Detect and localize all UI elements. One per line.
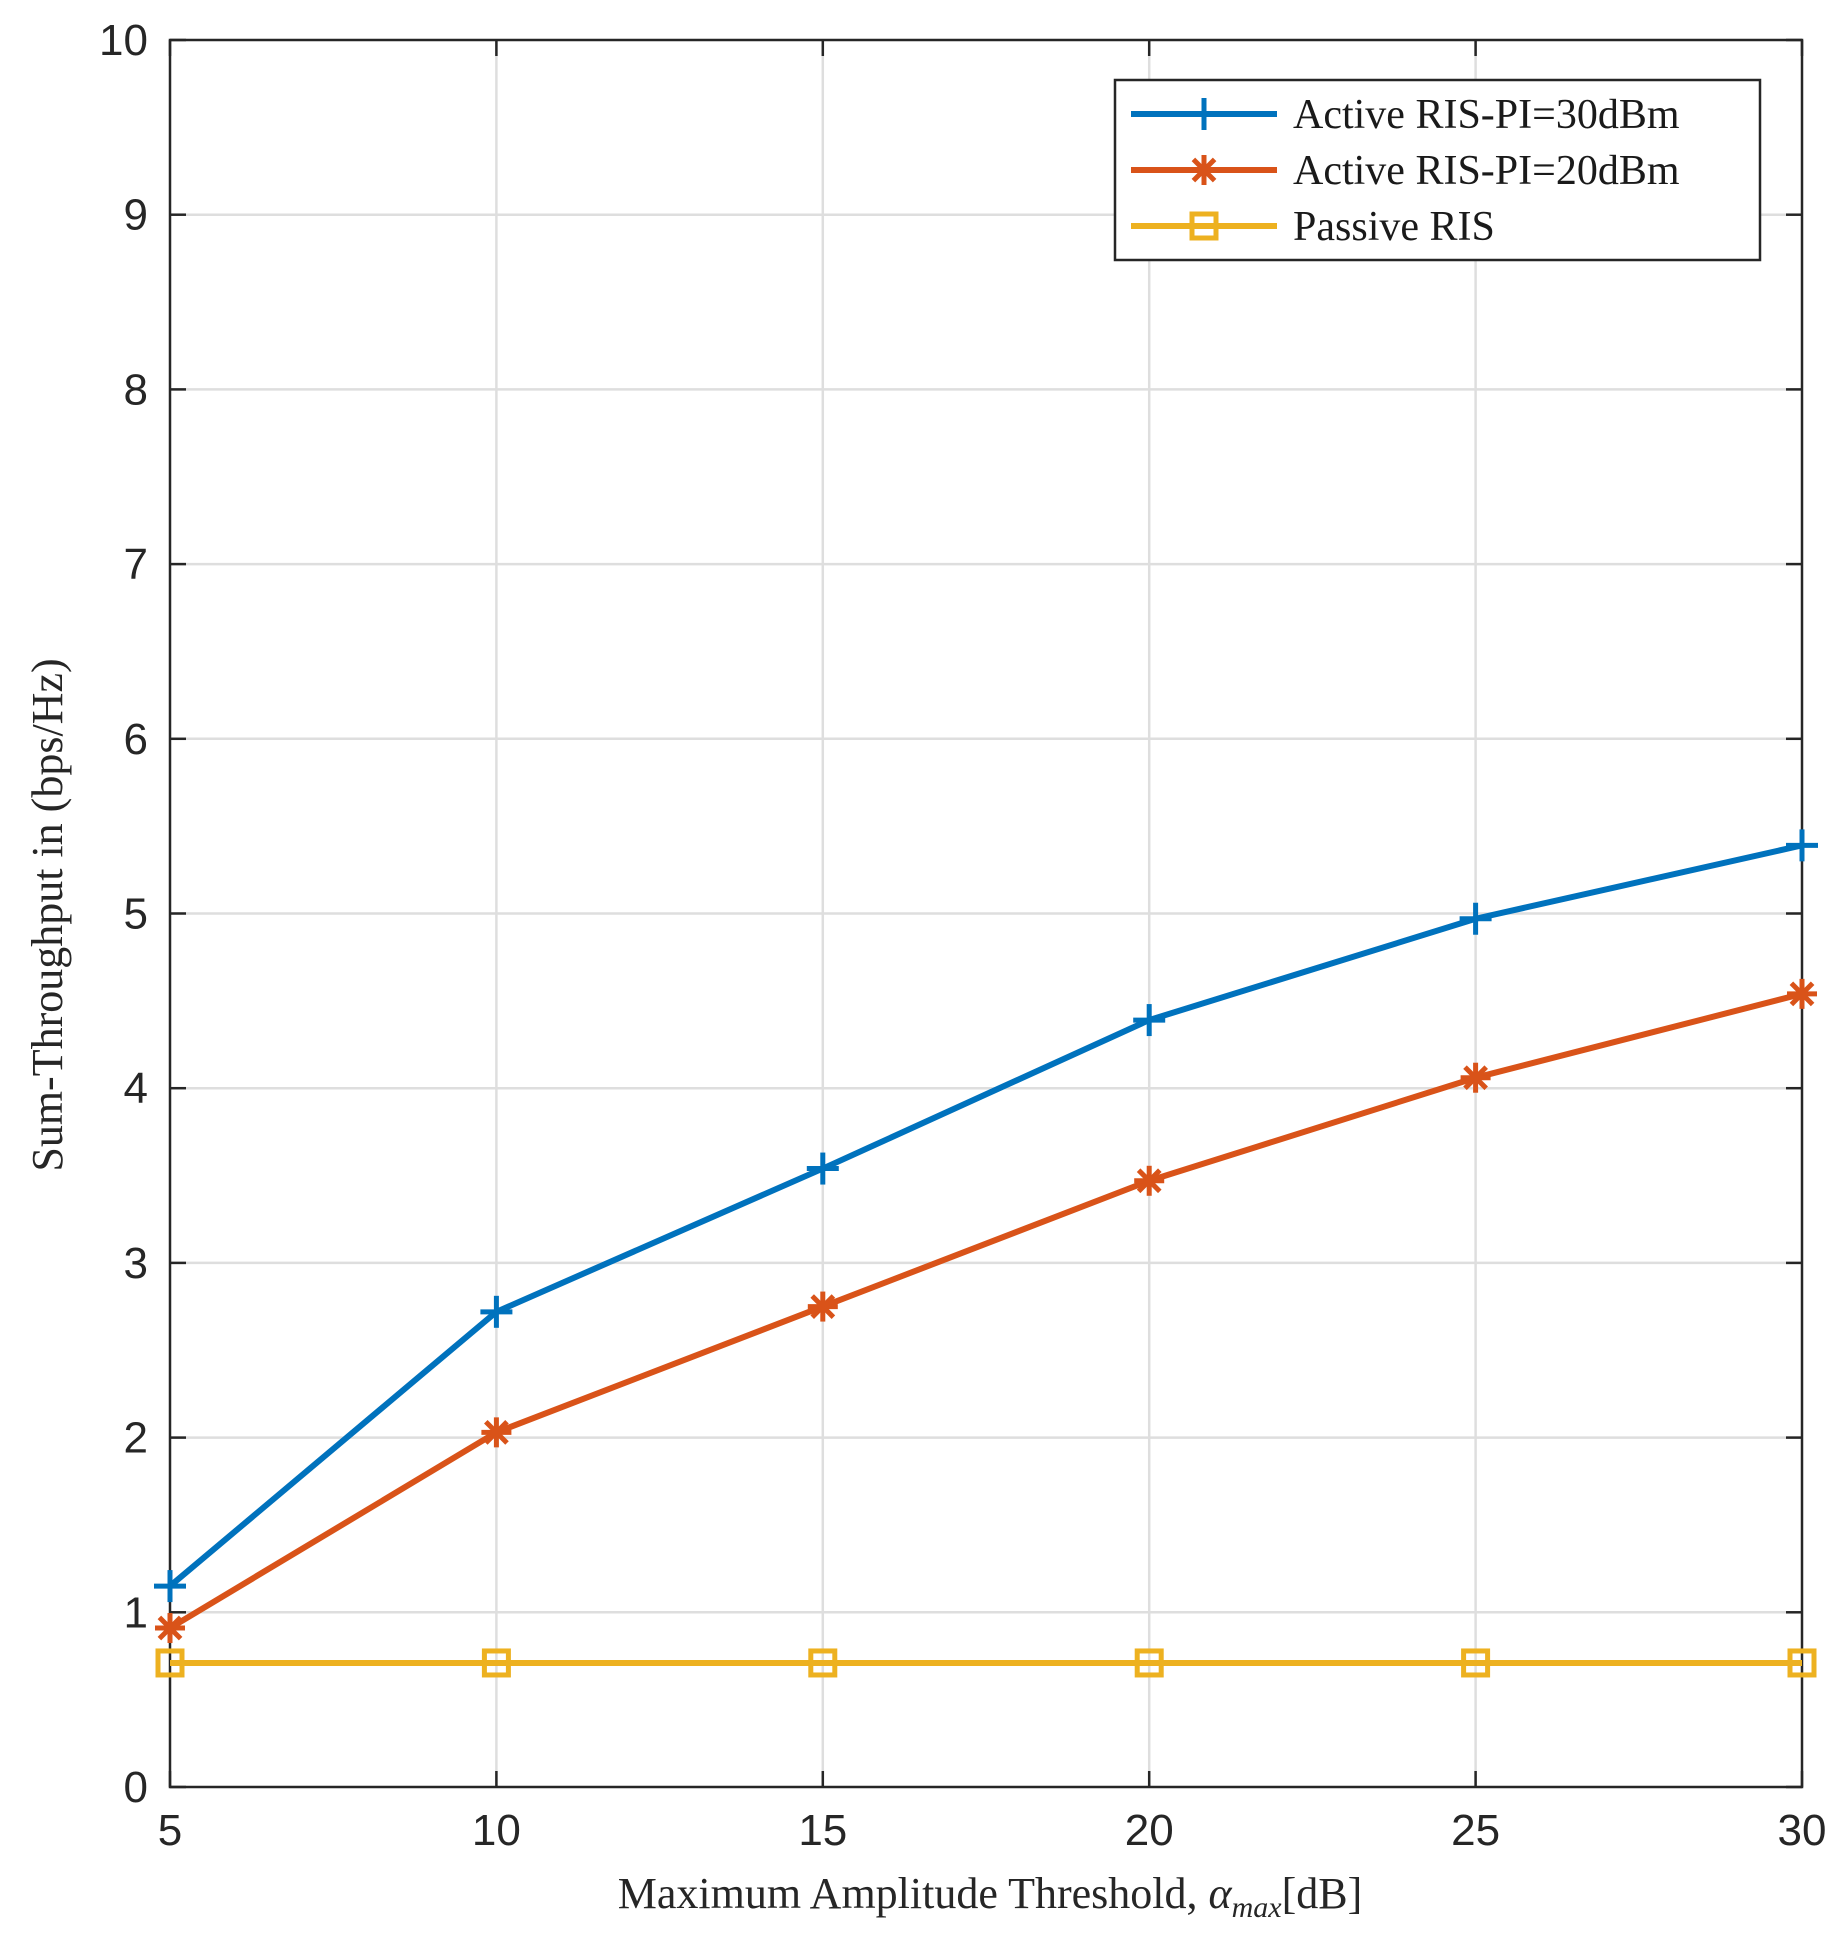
series-line <box>168 842 1803 1589</box>
y-tick-label: 1 <box>124 1588 148 1637</box>
marker-stroke <box>1461 1648 1491 1678</box>
legend-item: Active RIS-PI=20dBm <box>1131 148 1680 194</box>
y-tick-label: 8 <box>124 365 148 414</box>
marker-stroke <box>1789 981 1815 1007</box>
series-1 <box>155 978 1817 1644</box>
x-axis-label: Maximum Amplitude Threshold, αmax[dB] <box>618 1869 1362 1924</box>
legend-marker <box>1189 155 1219 185</box>
data-point <box>481 1417 512 1448</box>
data-point <box>155 1648 185 1678</box>
marker-stroke <box>1787 1648 1817 1678</box>
series-0 <box>154 829 1818 1603</box>
legend: Active RIS-PI=30dBm Active RIS-PI=20dBm Pa… <box>1113 78 1762 262</box>
data-point <box>1787 1648 1817 1678</box>
legend-marker <box>1189 211 1219 241</box>
data-point <box>154 1570 186 1603</box>
marker-stroke <box>1189 211 1219 241</box>
data-point <box>1133 1004 1166 1037</box>
data-point <box>1787 978 1817 1009</box>
marker-stroke <box>157 1615 183 1641</box>
x-tick-label: 15 <box>798 1806 847 1855</box>
marker-stroke <box>484 1419 509 1445</box>
marker-stroke <box>1136 1168 1162 1194</box>
x-axis-label-unit: [dB] <box>1282 1869 1363 1918</box>
y-tick-label: 10 <box>99 16 148 65</box>
x-tick-label: 30 <box>1778 1806 1827 1855</box>
x-tick-label: 5 <box>158 1806 182 1855</box>
marker-stroke <box>808 1648 838 1678</box>
y-tick-label: 7 <box>124 540 148 589</box>
axes <box>168 38 1804 1789</box>
x-axis-label-symbol: α <box>1208 1869 1232 1918</box>
y-tick-label: 0 <box>124 1763 148 1812</box>
data-point <box>1461 1648 1491 1678</box>
tick-labels: 5 10 15 20 25 30 0 1 2 3 4 5 6 7 8 9 10 <box>99 16 1826 1855</box>
marker-stroke <box>481 1648 511 1678</box>
data-point <box>808 1648 838 1678</box>
data-point <box>481 1648 511 1678</box>
legend-label: Active RIS-PI=30dBm <box>1293 92 1680 138</box>
y-tick-label: 6 <box>124 715 148 764</box>
data-point <box>806 1152 839 1185</box>
y-tick-label: 3 <box>124 1239 148 1288</box>
marker-stroke <box>1463 1065 1488 1091</box>
marker-stroke <box>810 1294 836 1319</box>
data-point <box>807 1291 838 1322</box>
y-axis-label: Sum-Throughput in (bps/Hz) <box>23 658 72 1171</box>
data-point <box>1786 829 1818 862</box>
y-tick-label: 2 <box>124 1414 148 1463</box>
x-tick-label: 25 <box>1451 1806 1500 1855</box>
series-layer <box>154 829 1818 1678</box>
data-point <box>155 1613 185 1644</box>
x-axis-label-subscript: max <box>1232 1891 1283 1924</box>
x-tick-label: 20 <box>1125 1806 1174 1855</box>
marker-stroke <box>155 1648 185 1678</box>
marker-stroke <box>1134 1648 1164 1678</box>
legend-marker <box>1188 98 1220 130</box>
x-axis-label-text: Maximum Amplitude Threshold, <box>618 1869 1209 1918</box>
legend-item: Active RIS-PI=30dBm <box>1131 92 1680 138</box>
data-point <box>480 1295 513 1328</box>
y-tick-label: 9 <box>124 191 148 240</box>
legend-item: Passive RIS <box>1131 204 1495 250</box>
series-line <box>168 990 1803 1631</box>
data-point <box>1460 1062 1491 1093</box>
data-point <box>1134 1648 1164 1678</box>
y-tick-label: 4 <box>124 1064 148 1113</box>
legend-label: Passive RIS <box>1293 204 1495 250</box>
legend-label: Active RIS-PI=20dBm <box>1293 148 1680 194</box>
x-tick-label: 10 <box>472 1806 521 1855</box>
y-tick-label: 5 <box>124 890 148 939</box>
data-point <box>1459 902 1492 935</box>
marker-stroke <box>1191 157 1217 183</box>
data-point <box>1134 1165 1165 1196</box>
series-2 <box>155 1648 1817 1678</box>
